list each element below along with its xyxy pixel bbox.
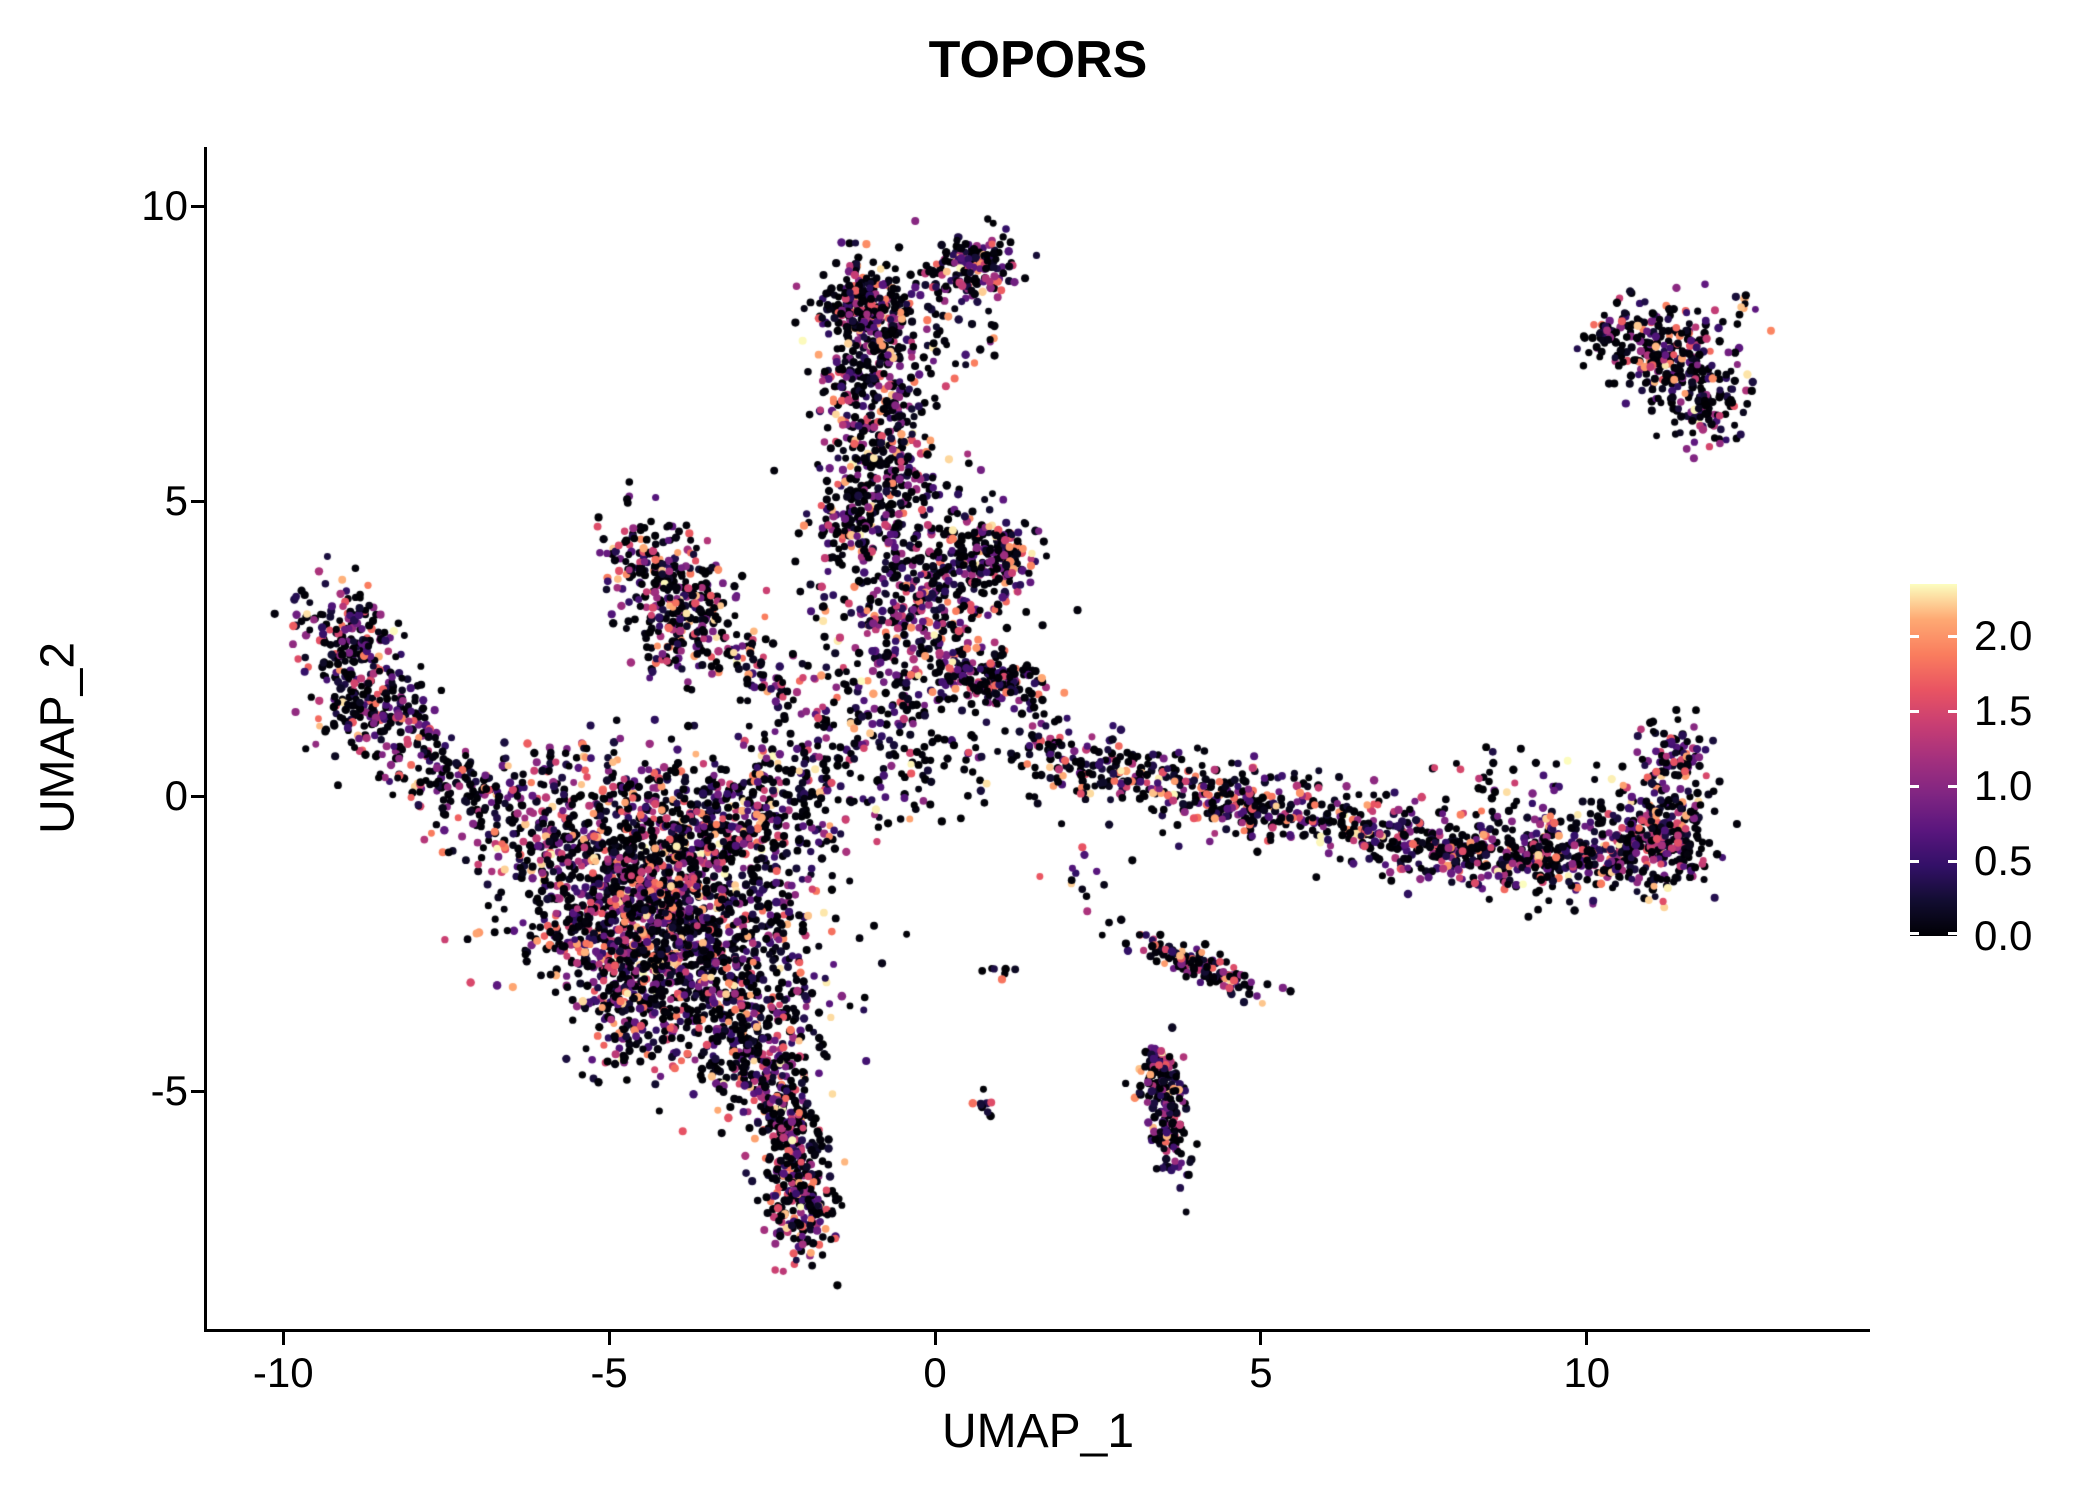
colorbar-label: 2.0 (1974, 612, 2033, 660)
x-tick-mark (607, 1332, 611, 1345)
colorbar-label: 1.5 (1974, 687, 2033, 735)
colorbar-label: 0.5 (1974, 837, 2033, 885)
x-tick-label: -10 (252, 1349, 314, 1396)
colorbar-label: 0.0 (1974, 912, 2033, 959)
colorbar-tick (1948, 634, 1957, 638)
y-tick-mark (191, 1089, 204, 1093)
colorbar-tick (1910, 634, 1919, 638)
x-tick-label: 5 (1249, 1349, 1273, 1396)
colorbar-tick (1910, 709, 1919, 713)
x-tick-mark (1585, 1332, 1589, 1345)
y-axis-line (204, 147, 207, 1332)
x-axis-line (204, 1329, 1870, 1332)
colorbar-tick (1948, 784, 1957, 788)
colorbar-label: 1.0 (1974, 762, 2033, 810)
y-axis-title: UMAP_2 (31, 641, 85, 835)
y-tick-mark (191, 204, 204, 208)
colorbar-tick (1948, 709, 1957, 713)
y-tick-mark (191, 499, 204, 503)
x-tick-label: -5 (590, 1349, 628, 1396)
colorbar-tick (1948, 931, 1957, 935)
x-axis-title: UMAP_1 (941, 1405, 1135, 1458)
colorbar-tick (1910, 931, 1919, 935)
colorbar-tick (1948, 859, 1957, 863)
x-tick-mark (933, 1332, 937, 1345)
colorbar-tick (1910, 859, 1919, 863)
colorbar-gradient (1910, 584, 1957, 936)
y-tick-label: 5 (164, 477, 188, 525)
y-tick-label: 10 (141, 182, 188, 229)
y-tick-label: 0 (164, 772, 188, 820)
y-tick-label: -5 (150, 1067, 188, 1115)
x-tick-label: 10 (1563, 1349, 1611, 1396)
colorbar-tick (1910, 784, 1919, 788)
x-tick-mark (1259, 1332, 1263, 1345)
x-tick-label: 0 (923, 1349, 947, 1396)
y-tick-mark (191, 794, 204, 798)
x-tick-mark (281, 1332, 285, 1345)
